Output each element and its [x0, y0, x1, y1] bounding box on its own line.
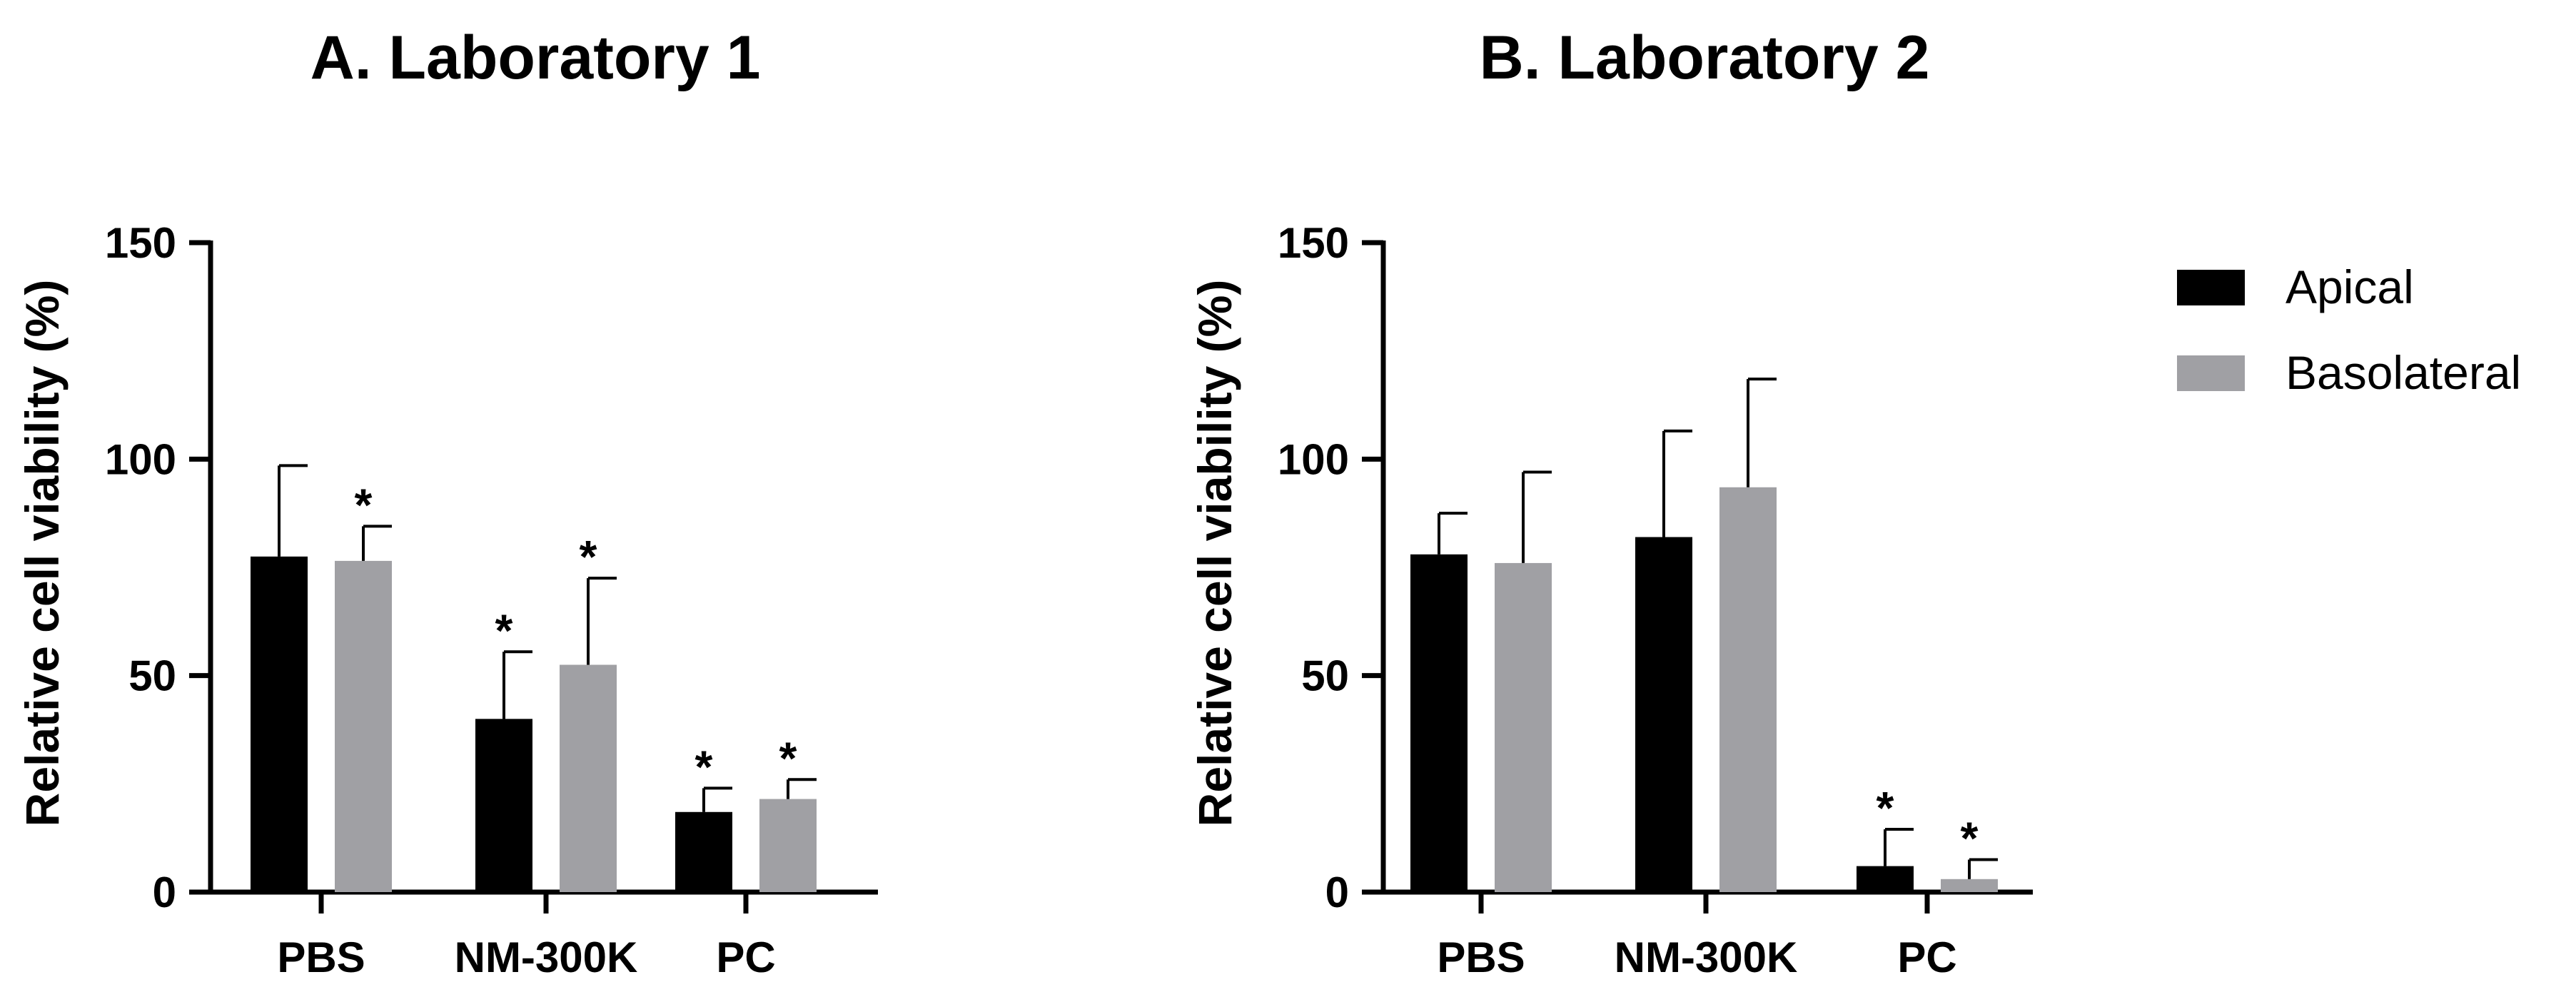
- x-tick-label: PC: [1897, 933, 1956, 981]
- y-tick-label: 100: [105, 435, 176, 483]
- panel-title: B. Laboratory 2: [1480, 24, 1930, 92]
- y-axis-label: Relative cell viability (%): [1188, 280, 1241, 827]
- y-tick-label: 50: [1301, 652, 1349, 700]
- y-tick-label: 0: [1325, 869, 1349, 916]
- x-tick-label: PC: [716, 933, 775, 981]
- significance-star: *: [695, 741, 713, 792]
- bar-apical: [1857, 866, 1914, 892]
- bar-apical: [1410, 554, 1468, 892]
- bar-basolateral: [1495, 562, 1552, 892]
- bar-apical: [675, 811, 732, 892]
- x-tick-label: NM-300K: [1615, 933, 1798, 981]
- legend-swatch-basolateral: [2177, 355, 2245, 391]
- legend-label-apical: Apical: [2285, 260, 2414, 313]
- panel-laboratory-1: A. Laboratory 1 Relative cell viability …: [16, 24, 878, 981]
- x-tick-labels: PBS NM-300K PC: [1437, 933, 1956, 981]
- y-tick-label: 150: [1278, 219, 1349, 267]
- y-tick-label: 0: [153, 869, 176, 916]
- x-tick-label: PBS: [1437, 933, 1525, 981]
- bar-apical: [1635, 537, 1692, 892]
- y-tick-label: 100: [1278, 435, 1349, 483]
- significance-star: *: [580, 531, 597, 582]
- bar-basolateral: [1719, 487, 1777, 892]
- x-tick-label: PBS: [277, 933, 365, 981]
- x-tick-label: NM-300K: [455, 933, 638, 981]
- y-tick-labels: 0 50 100 150: [105, 219, 176, 916]
- bars: **: [1410, 378, 1998, 892]
- legend-swatch-apical: [2177, 270, 2245, 305]
- axes: [1362, 240, 2033, 914]
- x-tick-labels: PBS NM-300K PC: [277, 933, 775, 981]
- y-axis-label: Relative cell viability (%): [16, 280, 69, 827]
- y-tick-labels: 0 50 100 150: [1278, 219, 1349, 916]
- legend-label-basolateral: Basolateral: [2285, 346, 2521, 399]
- y-tick-label: 150: [105, 219, 176, 267]
- bar-basolateral: [560, 664, 617, 892]
- significance-star: *: [1961, 813, 1979, 864]
- bar-basolateral: [335, 560, 392, 892]
- panel-title: A. Laboratory 1: [310, 24, 761, 92]
- bar-basolateral: [1941, 879, 1998, 892]
- bar-apical: [475, 719, 532, 892]
- y-tick-label: 50: [128, 652, 176, 700]
- significance-star: *: [1877, 782, 1894, 834]
- significance-star: *: [495, 604, 513, 656]
- significance-star: *: [355, 479, 373, 530]
- legend: Apical Basolateral: [2177, 260, 2521, 399]
- bar-basolateral: [759, 799, 817, 892]
- bar-apical: [251, 556, 308, 892]
- significance-star: *: [779, 732, 797, 784]
- bars: * * * * *: [251, 464, 817, 892]
- panel-laboratory-2: B. Laboratory 2 Relative cell viability …: [1188, 24, 2033, 981]
